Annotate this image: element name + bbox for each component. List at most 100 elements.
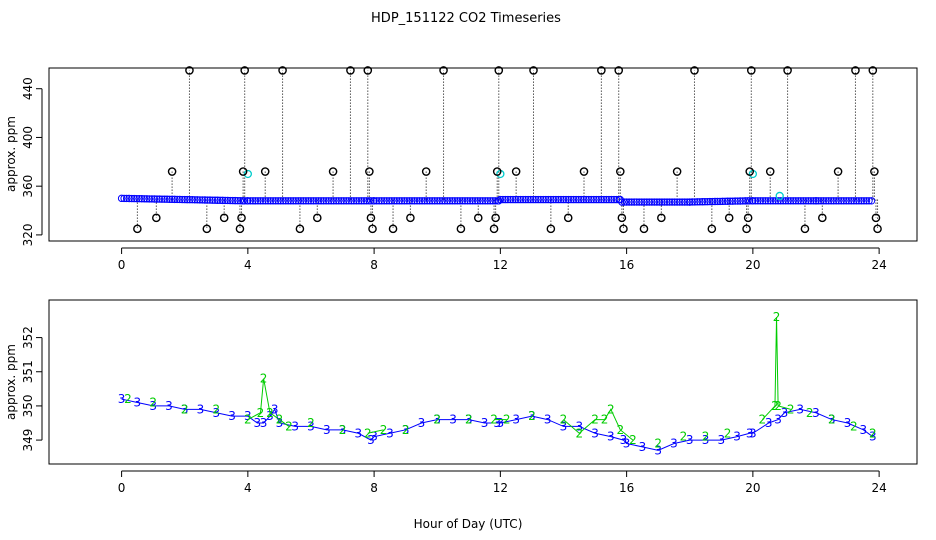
x-axis-label: Hour of Day (UTC) xyxy=(414,517,523,531)
y-tick-label: 400 xyxy=(21,126,35,149)
baseline-point xyxy=(557,195,565,204)
baseline-point xyxy=(223,196,232,205)
spike-point xyxy=(237,213,246,223)
series-3-marker: 3 xyxy=(244,409,252,423)
spike-point xyxy=(406,213,415,223)
series-2-marker: 2 xyxy=(806,406,814,420)
baseline-point xyxy=(168,195,176,204)
baseline-point xyxy=(691,198,699,206)
baseline-point xyxy=(357,197,366,205)
baseline-point xyxy=(698,198,707,206)
x-tick-label: 0 xyxy=(118,258,126,272)
spike-point xyxy=(133,224,142,234)
baseline-point xyxy=(393,197,401,205)
series-2-marker: 2 xyxy=(850,419,858,433)
x-tick-label: 4 xyxy=(244,481,252,495)
baseline-point xyxy=(377,197,386,205)
baseline-point xyxy=(857,197,866,205)
baseline-point xyxy=(764,197,772,205)
series-3-marker: 3 xyxy=(118,392,126,406)
spike-point xyxy=(238,167,248,176)
series-2-marker: 2 xyxy=(601,413,609,427)
baseline-point xyxy=(716,197,724,206)
baseline-point xyxy=(203,196,212,204)
series-3-marker: 3 xyxy=(686,433,694,447)
spike-point xyxy=(707,224,717,234)
baseline-point xyxy=(327,197,335,205)
baseline-point xyxy=(186,195,194,204)
baseline-point xyxy=(769,197,777,205)
baseline-point xyxy=(425,197,434,205)
spike-point xyxy=(219,213,229,223)
baseline-point xyxy=(259,197,267,205)
baseline-point xyxy=(345,197,353,205)
series-3-marker: 3 xyxy=(670,437,678,451)
baseline-point xyxy=(304,197,313,205)
baseline-point xyxy=(569,195,578,204)
series-3-marker: 3 xyxy=(402,423,410,437)
baseline-point xyxy=(582,195,590,204)
series-3-marker: 3 xyxy=(623,437,631,451)
series-2-marker: 2 xyxy=(364,426,372,440)
baseline-point xyxy=(622,198,631,206)
baseline-point xyxy=(246,197,255,205)
series-3-marker: 3 xyxy=(746,426,754,440)
baseline-point xyxy=(703,197,712,206)
baseline-point xyxy=(395,197,404,205)
panel-top-frame xyxy=(48,67,918,242)
series-3-marker: 3 xyxy=(291,419,299,433)
baseline-point xyxy=(196,196,204,204)
baseline-point xyxy=(521,195,530,204)
series-3-marker: 3 xyxy=(717,433,725,447)
baseline-point xyxy=(504,195,512,204)
baseline-point xyxy=(590,195,598,204)
baseline-point xyxy=(299,197,308,205)
baseline-point xyxy=(776,197,785,205)
baseline-point xyxy=(340,197,348,205)
series-3-marker: 3 xyxy=(620,433,628,447)
baseline-point xyxy=(544,195,553,204)
spike-point xyxy=(873,224,882,234)
baseline-point xyxy=(365,197,373,205)
spike-point xyxy=(871,213,881,223)
baseline-point xyxy=(307,197,315,205)
baseline-point xyxy=(794,197,803,205)
baseline-point xyxy=(256,197,265,205)
series-3-marker: 3 xyxy=(733,430,741,444)
baseline-point xyxy=(249,197,257,205)
baseline-point xyxy=(347,197,356,205)
baseline-point xyxy=(213,196,222,204)
series-2-marker: 2 xyxy=(244,413,252,427)
baseline-point xyxy=(350,197,358,205)
baseline-point xyxy=(706,197,714,206)
spike-point xyxy=(851,66,860,75)
baseline-point xyxy=(420,197,429,205)
y-tick-label: 349 xyxy=(21,429,35,452)
baseline-point xyxy=(496,195,505,204)
baseline-point xyxy=(218,196,227,205)
series-2-marker: 2 xyxy=(124,392,132,406)
baseline-point xyxy=(181,195,189,204)
baseline-point xyxy=(463,197,472,205)
baseline-point xyxy=(501,195,510,204)
series-3-marker: 3 xyxy=(433,413,441,427)
baseline-point xyxy=(431,197,439,205)
baseline-point xyxy=(620,198,629,206)
spike-point xyxy=(690,66,699,75)
baseline-point xyxy=(781,197,790,205)
baseline-point xyxy=(845,197,853,205)
baseline-point xyxy=(809,197,818,205)
baseline-point xyxy=(756,197,765,205)
series-3-marker: 3 xyxy=(575,419,583,433)
spike-point xyxy=(818,213,827,223)
series-2-marker: 2 xyxy=(260,372,268,386)
x-tick-label: 0 xyxy=(118,481,126,495)
baseline-point xyxy=(362,197,371,205)
baseline-point xyxy=(337,197,345,205)
baseline-point xyxy=(468,197,477,205)
baseline-point xyxy=(807,197,815,205)
series-3-marker: 3 xyxy=(796,402,804,416)
series-2-marker: 2 xyxy=(575,426,583,440)
y-tick-label: 360 xyxy=(21,175,35,198)
